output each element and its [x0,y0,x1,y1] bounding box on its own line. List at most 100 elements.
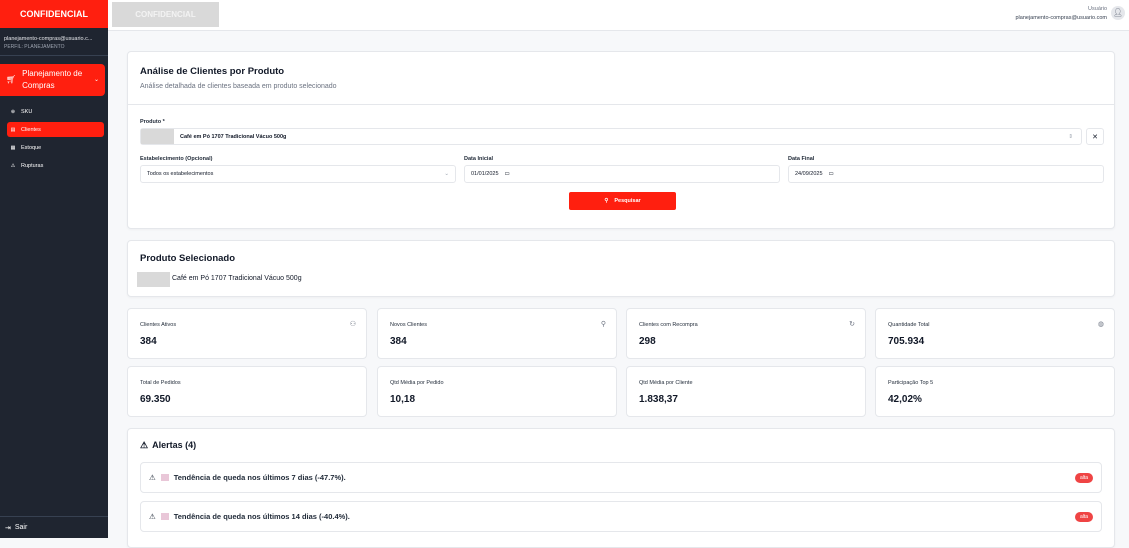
stat-card: Total de Pedidos 69.350 [127,366,367,417]
alert-item: ⚠︎ Tendência de queda nos últimos 7 dias … [140,462,1102,493]
logout-button[interactable]: ⇥ Sair [0,516,108,538]
user-email: planejamento-compras@usuario.com [1015,15,1108,21]
sidebar-item-clientes[interactable]: ▤ Clientes [7,122,104,137]
sidebar-item-label: Estoque [21,144,42,151]
stat-label: Clientes com Recompra [639,322,698,328]
confidential-banner: CONFIDENCIAL [112,2,219,27]
page-subtitle: Análise detalhada de clientes baseada em… [140,83,337,90]
brand-logo: CONFIDENCIAL [0,0,108,28]
chevron-down-icon: ⌄ [444,171,449,177]
stat-value: 298 [639,336,656,347]
selected-product-card: Produto Selecionado Café em Pó 1707 Trad… [127,240,1115,297]
clear-product-button[interactable]: ✕ [1086,128,1104,145]
user-menu[interactable]: Usuário planejamento-compras@usuario.com [1016,5,1108,23]
stat-card: Qtd Média por Pedido 10,18 [377,366,617,417]
end-date-label: Data Final [788,156,815,162]
users-icon: ⚇ [349,321,356,328]
topbar: CONFIDENCIAL Usuário planejamento-compra… [108,0,1129,31]
stat-value: 69.350 [140,394,171,405]
sidebar-item-label: Rupturas [21,162,44,169]
stat-value: 384 [390,336,407,347]
stat-card: Quantidade Total 705.934 ◍ [875,308,1115,359]
start-date-label: Data Inicial [464,156,494,162]
stat-value: 384 [140,336,157,347]
product-image-placeholder [141,129,174,144]
box-icon: ▦ [10,144,16,151]
stat-value: 10,18 [390,394,416,405]
divider [128,104,1114,105]
user-profile: PERFIL: PLANEJAMENTO [4,44,65,50]
warning-icon: ⚠︎ [140,440,149,450]
stat-label: Qtd Média por Pedido [390,380,444,386]
sidebar-item-label: SKU [21,108,33,115]
search-form-card: Análise de Clientes por Produto Análise … [127,51,1115,229]
chevron-down-icon: ⌄ [93,77,99,83]
alerts-card: ⚠︎ Alertas (4) ⚠︎ Tendência de queda nos ú… [127,428,1115,548]
calendar-icon: ▭ [504,171,510,177]
alert-text: Tendência de queda nos últimos 7 dias (-… [173,473,346,482]
sidebar-item-label: Clientes [21,126,41,133]
severity-badge: alta [1074,472,1093,483]
stat-card: Qtd Média por Cliente 1.838,37 [626,366,866,417]
menu-label: Planejamento de Compras [22,69,83,90]
establishment-select[interactable]: Todos os estabelecimentos ⌄ [140,165,456,183]
stat-card: Participação Top 5 42,02% [875,366,1115,417]
refresh-icon: ↻ [849,321,855,328]
stat-card: Novos Clientes 384 ⚲ [377,308,617,359]
warning-icon: ⚠︎ [149,473,156,482]
selected-title: Produto Selecionado [140,253,236,264]
product-value: Café em Pó 1707 Tradicional Vácuo 500g [180,133,287,140]
page-title: Análise de Clientes por Produto [140,66,285,77]
stat-label: Novos Clientes [390,322,427,328]
search-icon: ⚲ [604,198,609,204]
cart-icon: 🛒︎ [6,75,17,84]
user-email: planejamento-compras@usuario.c... [4,36,93,42]
alert-item: ⚠︎ Tendência de queda nos últimos 14 dias… [140,501,1102,532]
alerts-title: Alertas (4) [152,440,197,450]
severity-badge: alta [1074,511,1093,522]
stat-card: Clientes Ativos 384 ⚇ [127,308,367,359]
end-date-input[interactable]: 24/09/2025 ▭ [788,165,1104,183]
sidebar: CONFIDENCIAL planejamento-compras@usuari… [0,0,108,538]
stat-value: 42,02% [888,394,922,405]
start-date-input[interactable]: 01/01/2025 ▭ [464,165,780,183]
logout-label: Sair [14,524,28,531]
user-name: Usuário [1088,6,1107,12]
list-icon: ▤ [10,126,16,133]
stat-label: Qtd Média por Cliente [639,380,693,386]
avatar[interactable]: 👤︎ [1111,6,1125,20]
sidebar-item-sku[interactable]: ⊕ SKU [7,104,104,119]
selected-product: Café em Pó 1707 Tradicional Vácuo 500g [172,275,302,282]
product-select[interactable]: Café em Pó 1707 Tradicional Vácuo 500g ⇕ [140,128,1082,145]
alert-text: Tendência de queda nos últimos 14 dias (… [173,512,350,521]
package-icon: ◍ [1097,321,1104,328]
search-button[interactable]: ⚲ Pesquisar [569,192,676,210]
stat-card: Clientes com Recompra 298 ↻ [626,308,866,359]
product-label: Produto * [140,119,165,125]
sidebar-item-rupturas[interactable]: ⚠︎ Rupturas [7,158,104,173]
sidebar-item-estoque[interactable]: ▦ Estoque [7,140,104,155]
start-date-value: 01/01/2025 [471,171,499,177]
user-plus-icon: ⚲ [600,321,606,328]
warning-icon: ⚠︎ [10,162,16,169]
search-label: Pesquisar [614,198,641,204]
trend-down-icon [160,513,169,520]
logout-icon: ⇥ [5,524,11,532]
product-image-placeholder [137,272,170,287]
warning-icon: ⚠︎ [149,512,156,521]
menu-planejamento-compras[interactable]: 🛒︎ Planejamento de Compras ⌄ [0,64,105,96]
globe-icon: ⊕ [10,108,16,115]
stat-value: 1.838,37 [639,394,678,405]
stat-label: Quantidade Total [888,322,930,328]
updown-icon: ⇕ [1068,133,1073,140]
stat-label: Participação Top 5 [888,380,934,386]
trend-down-icon [160,474,169,481]
establishment-value: Todos os estabelecimentos [147,171,214,177]
stat-label: Clientes Ativos [140,322,177,328]
calendar-icon: ▭ [828,171,834,177]
stat-label: Total de Pedidos [140,380,181,386]
end-date-value: 24/09/2025 [795,171,823,177]
establishment-label: Estabelecimento (Opcional) [140,156,213,162]
user-info: planejamento-compras@usuario.c... PERFIL… [0,28,108,56]
stat-value: 705.934 [888,336,925,347]
